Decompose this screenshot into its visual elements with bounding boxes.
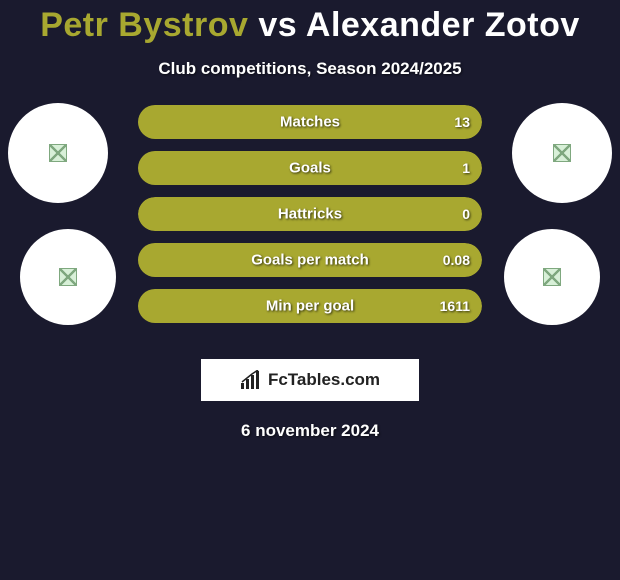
stat-row: Matches13 [138, 105, 482, 139]
broken-image-icon [543, 268, 561, 286]
stat-value-right: 1 [462, 160, 470, 176]
broken-image-icon [59, 268, 77, 286]
stat-label: Goals per match [138, 252, 482, 269]
stat-bars: Matches13 Goals1 Hattricks0 Goals per match… [138, 105, 482, 335]
stat-value-right: 0 [462, 206, 470, 222]
date-text: 6 november 2024 [0, 421, 620, 441]
comparison-title: Petr Bystrov vs Alexander Zotov [0, 0, 620, 45]
brand-chart-icon [240, 370, 262, 390]
brand-text: FcTables.com [268, 370, 380, 390]
broken-image-icon [49, 144, 67, 162]
player2-club-circle [504, 229, 600, 325]
player1-name: Petr Bystrov [40, 6, 248, 44]
comparison-arena: Matches13 Goals1 Hattricks0 Goals per match… [0, 109, 620, 369]
stat-label: Hattricks [138, 206, 482, 223]
broken-image-icon [553, 144, 571, 162]
stat-label: Matches [138, 114, 482, 131]
stat-label: Goals [138, 160, 482, 177]
stat-value-right: 0.08 [443, 252, 470, 268]
player2-avatar-circle [512, 103, 612, 203]
stat-row: Hattricks0 [138, 197, 482, 231]
stat-row: Goals per match0.08 [138, 243, 482, 277]
stat-value-right: 13 [454, 114, 470, 130]
player1-avatar-circle [8, 103, 108, 203]
stat-value-right: 1611 [440, 298, 470, 314]
stat-label: Min per goal [138, 298, 482, 315]
stat-row: Goals1 [138, 151, 482, 185]
player2-name: Alexander Zotov [306, 6, 580, 44]
player1-club-circle [20, 229, 116, 325]
stat-row: Min per goal1611 [138, 289, 482, 323]
subtitle: Club competitions, Season 2024/2025 [0, 59, 620, 79]
vs-separator: vs [258, 6, 297, 44]
